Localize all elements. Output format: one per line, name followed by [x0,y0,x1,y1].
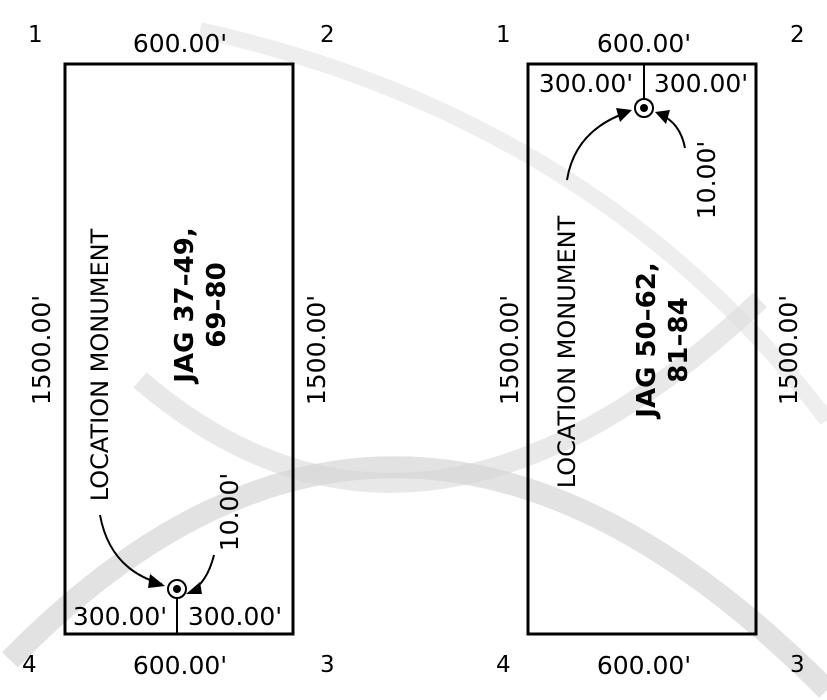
monument-arrow-head [148,574,165,588]
right-dimension: 1500.00' [774,295,803,405]
jag-line-2: 81–84 [664,297,694,382]
corner-1: 1 [496,22,511,48]
watermark-arcs [2,22,827,698]
monument-offset-dimension: 10.00' [215,473,244,551]
corner-2: 2 [790,22,805,48]
corner-4: 4 [22,652,37,678]
corner-2: 2 [320,22,335,48]
monument-offset-dimension: 10.00' [692,141,721,219]
bottom-dimension: 600.00' [133,651,227,680]
location-monument-label: LOCATION MONUMENT [553,215,581,488]
claim-boundary [63,62,295,636]
monument-center-dot [640,104,648,112]
monument-arrow-head [616,108,632,122]
claim-right: 1 2 3 4 600.00' 600.00' 1500.00' 1500.00… [495,22,805,680]
jag-line-2: 69–80 [202,262,232,347]
jag-line-1: JAG 50–62, [632,262,662,419]
offset-left-dimension: 300.00' [73,602,167,631]
left-dimension: 1500.00' [27,295,56,405]
jag-line-1: JAG 37–49, [170,227,200,384]
bottom-dimension: 600.00' [597,651,691,680]
left-dimension: 1500.00' [495,295,524,405]
right-dimension: 1500.00' [302,295,331,405]
offset-arrow-head [655,110,670,124]
offset-right-dimension: 300.00' [654,69,748,98]
location-monument-label: LOCATION MONUMENT [86,228,114,501]
claim-left: 1 2 3 4 600.00' 600.00' 1500.00' 1500.00… [22,22,335,680]
claim-boundary [526,62,758,636]
corner-3: 3 [320,652,335,678]
monument-center-dot [173,585,181,593]
offset-right-dimension: 300.00' [188,602,282,631]
monument-leader-line [566,111,629,181]
corner-4: 4 [496,652,511,678]
monument-outer-ring [167,579,187,599]
corner-3: 3 [790,652,805,678]
offset-leader-line [189,554,215,593]
corner-1: 1 [28,22,43,48]
offset-left-dimension: 300.00' [539,69,633,98]
top-dimension: 600.00' [133,29,227,58]
monument-outer-ring [634,98,654,118]
top-dimension: 600.00' [597,29,691,58]
offset-arrow-head [186,582,202,594]
